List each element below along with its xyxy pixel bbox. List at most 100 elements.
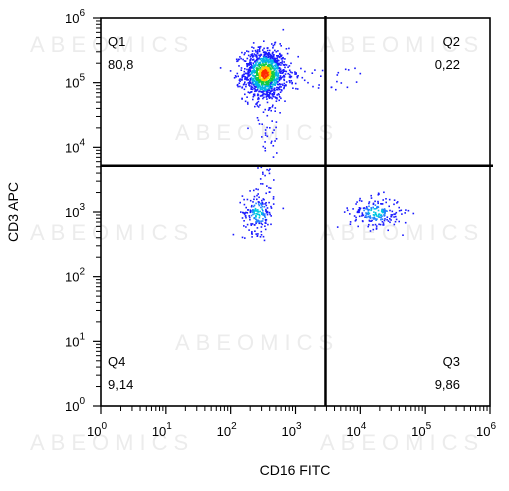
event-dot — [381, 203, 384, 205]
event-dot — [280, 97, 282, 100]
event-dot — [335, 88, 337, 91]
event-dot — [264, 129, 267, 131]
event-dot — [243, 73, 245, 76]
event-dot — [373, 211, 375, 213]
event-dot — [372, 228, 375, 231]
event-dot — [269, 55, 272, 58]
event-dot — [260, 226, 263, 228]
event-dot — [285, 84, 287, 87]
event-dot — [297, 75, 299, 77]
event-dot — [258, 64, 260, 66]
event-dot — [241, 217, 244, 219]
event-dot — [273, 43, 276, 46]
event-dot — [259, 104, 261, 106]
event-dot — [273, 74, 275, 77]
event-dot — [289, 81, 291, 84]
event-dot — [368, 205, 370, 208]
event-dot — [275, 72, 278, 75]
event-dot — [240, 57, 242, 60]
event-dot — [253, 53, 256, 55]
event-dot — [264, 228, 267, 231]
event-dot — [277, 55, 279, 57]
event-dot — [261, 84, 264, 87]
event-dot — [258, 98, 260, 100]
event-dot — [359, 72, 362, 75]
event-dot — [252, 82, 254, 84]
event-dot — [263, 65, 266, 67]
event-dot — [264, 219, 267, 221]
event-dot — [280, 89, 283, 91]
event-dot — [365, 206, 368, 208]
event-dot — [365, 208, 367, 210]
event-dot — [269, 127, 271, 129]
event-dot — [245, 216, 247, 219]
watermark-text: ABEOMICS — [320, 32, 484, 57]
event-dot — [368, 212, 371, 215]
event-dot — [277, 78, 279, 80]
event-dot — [276, 86, 278, 89]
event-dot — [283, 78, 285, 81]
event-dot — [268, 108, 271, 110]
event-dot — [251, 66, 254, 68]
event-dot — [372, 206, 374, 209]
event-dot — [284, 66, 286, 69]
event-dot — [255, 80, 258, 83]
event-dot — [236, 60, 238, 63]
event-dot — [275, 75, 277, 77]
event-dot — [251, 50, 254, 52]
event-dot — [250, 223, 252, 225]
event-dot — [286, 52, 289, 55]
event-dot — [255, 86, 257, 88]
event-dot — [263, 47, 265, 50]
event-dot — [254, 78, 257, 80]
event-dot — [250, 61, 252, 64]
event-dot — [262, 97, 264, 100]
event-dot — [377, 216, 380, 218]
event-dot — [254, 105, 256, 108]
event-dot — [389, 209, 391, 212]
event-dot — [277, 93, 280, 95]
event-dot — [273, 91, 276, 94]
watermark-layer: ABEOMICS ABEOMICS ABEOMICS ABEOMICS ABEOMICS… — [30, 32, 484, 455]
event-dot — [258, 57, 261, 59]
event-dot — [272, 198, 275, 200]
event-dot — [240, 211, 242, 213]
event-dot — [263, 56, 265, 59]
event-dot — [265, 222, 267, 224]
event-dot — [398, 220, 400, 223]
event-dot — [266, 211, 269, 214]
event-dot — [270, 63, 272, 65]
event-dot — [272, 51, 274, 54]
event-dot — [252, 98, 254, 101]
event-dot — [251, 70, 253, 73]
event-dot — [263, 51, 265, 54]
event-dot — [245, 83, 247, 86]
x-tick-label: 103 — [281, 421, 301, 439]
event-dot — [273, 68, 276, 70]
event-dot — [256, 80, 259, 83]
event-dot — [394, 213, 397, 215]
event-dot — [256, 77, 259, 79]
event-dot — [260, 183, 262, 185]
event-dot — [276, 55, 278, 57]
event-dot — [294, 73, 296, 75]
event-dot — [257, 100, 260, 103]
event-dot — [275, 65, 277, 68]
event-dot — [259, 54, 261, 57]
event-dot — [382, 224, 384, 226]
event-dot — [249, 199, 252, 202]
event-dot — [266, 207, 269, 209]
event-dot — [263, 59, 266, 62]
event-dot — [246, 101, 249, 104]
event-dot — [273, 93, 275, 96]
event-dot — [271, 73, 274, 76]
event-dot — [268, 53, 271, 56]
event-dot — [277, 81, 279, 83]
event-dot — [245, 72, 247, 75]
event-dot — [368, 209, 370, 211]
event-dot — [288, 69, 291, 72]
event-dot — [347, 69, 350, 71]
event-dot — [239, 80, 241, 82]
event-dot — [337, 71, 340, 74]
event-dot — [235, 58, 238, 61]
